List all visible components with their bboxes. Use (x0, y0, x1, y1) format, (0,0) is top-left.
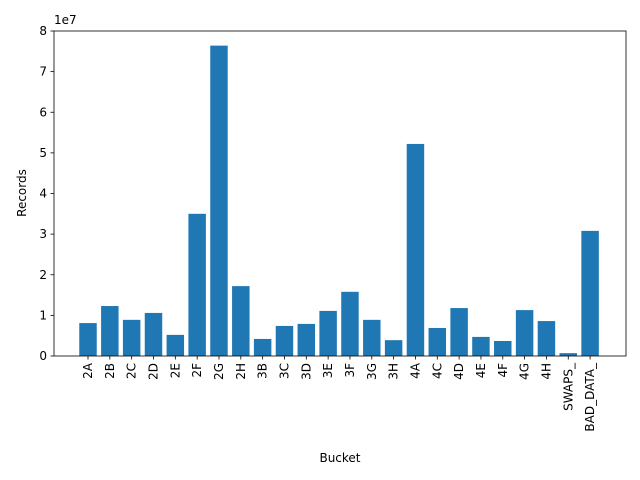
bar (275, 325, 294, 356)
x-tick-label: 2E (168, 363, 182, 378)
x-tick-label: 3D (299, 363, 313, 380)
x-tick-label: 2D (146, 363, 160, 380)
y-offset-label: 1e7 (54, 13, 77, 27)
x-tick-label: 2C (125, 363, 139, 379)
bar (384, 340, 403, 356)
bar (537, 321, 556, 356)
bar (188, 213, 206, 356)
y-tick-label: 7 (39, 65, 47, 79)
x-tick-label: 2G (212, 363, 226, 380)
x-tick-label: 2F (190, 363, 204, 378)
x-tick-label: 4A (408, 362, 422, 379)
y-tick-label: 8 (39, 24, 47, 38)
y-tick-label: 0 (39, 349, 47, 363)
y-tick-label: 4 (39, 187, 47, 201)
y-tick-label: 1 (39, 308, 47, 322)
y-tick-label: 2 (39, 268, 47, 282)
bar (494, 340, 512, 356)
bar (581, 230, 599, 356)
bar (341, 291, 359, 356)
bar (406, 143, 425, 356)
x-tick-label: 3B (256, 363, 270, 379)
bar (428, 327, 447, 356)
x-tick-label: 3G (365, 363, 379, 380)
x-tick-label: 3E (321, 363, 335, 378)
x-tick-label: 4G (518, 363, 532, 380)
x-tick-label: 4C (430, 363, 444, 379)
bar (559, 353, 577, 356)
x-tick-label: 4E (474, 363, 488, 378)
x-tick-label: 3F (343, 363, 357, 378)
bar (79, 323, 97, 356)
x-tick-label: 4H (539, 363, 553, 380)
x-tick-label: 4D (452, 363, 466, 380)
bar (450, 308, 468, 356)
y-tick-label: 3 (39, 227, 47, 241)
x-tick-label: 3C (277, 363, 291, 379)
bar (297, 323, 316, 356)
y-axis-label: Records (15, 169, 29, 217)
bar (210, 45, 228, 356)
bar (515, 310, 534, 356)
bar (253, 338, 272, 356)
x-tick-label: 3H (387, 363, 401, 380)
x-axis-label: Bucket (319, 451, 360, 465)
bar (363, 319, 381, 356)
bar (166, 334, 185, 356)
x-tick-label: 2B (103, 363, 117, 379)
x-tick-label: BAD_DATA_ (583, 362, 597, 432)
bar (232, 286, 250, 356)
bar (319, 310, 337, 356)
x-tick-label: 2A (81, 362, 95, 379)
axes-frame (53, 30, 627, 357)
bar (472, 336, 490, 356)
y-tick-label: 5 (39, 146, 47, 160)
x-tick-label: 4F (496, 363, 510, 378)
x-tick-label: SWAPS_ (561, 362, 575, 411)
y-tick-label: 6 (39, 105, 47, 119)
bar (122, 319, 141, 356)
x-tick-label: 2H (234, 363, 248, 380)
bar (101, 306, 119, 356)
bar (144, 312, 163, 356)
